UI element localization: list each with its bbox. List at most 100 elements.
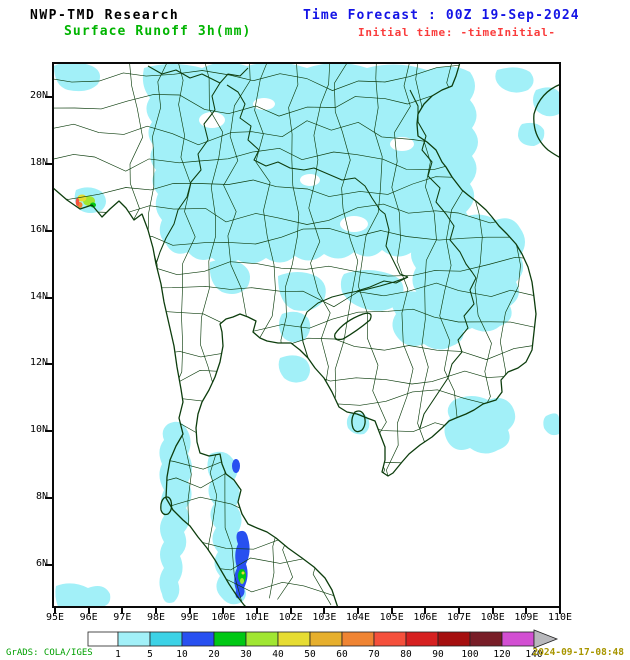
- runoff-patch: [533, 87, 559, 117]
- country-border: [147, 65, 221, 84]
- lon-tick: [323, 608, 326, 614]
- colorbar-tick-label: 70: [368, 649, 380, 660]
- lat-tick: [45, 363, 52, 366]
- lon-tick: [525, 608, 528, 614]
- lon-axis-label: 107E: [446, 612, 472, 623]
- colorbar-tick-label: 30: [240, 649, 252, 660]
- lat-axis-label: 10N: [29, 424, 48, 436]
- runoff-patch: [495, 67, 534, 93]
- runoff-patch: [55, 583, 111, 607]
- coastline: [533, 83, 562, 159]
- lat-tick: [45, 564, 52, 567]
- runoff-maximum-spot: [75, 198, 80, 206]
- colorbar-tick-label: 140: [525, 649, 542, 660]
- lat-axis-label: 14N: [29, 290, 48, 302]
- province-line: [52, 549, 536, 576]
- country-border: [226, 84, 409, 278]
- province-line: [52, 470, 536, 493]
- colorbar-tick-label: 40: [272, 649, 284, 660]
- lon-tick: [357, 608, 360, 614]
- lon-tick: [559, 608, 562, 614]
- lon-axis-label: 96E: [79, 612, 98, 623]
- runoff-patch: [543, 413, 559, 436]
- lon-tick: [390, 608, 393, 614]
- lon-tick: [424, 608, 427, 614]
- shade-gap: [199, 112, 225, 128]
- colorbar-segment: [245, 631, 279, 647]
- country-border: [356, 276, 409, 292]
- lon-tick: [289, 608, 292, 614]
- colorbar-tick-label: 50: [304, 649, 316, 660]
- colorbar-segment: [437, 631, 471, 647]
- lon-tick: [188, 608, 191, 614]
- variable-title: Surface Runoff 3h(mm): [64, 24, 252, 39]
- lat-tick: [45, 229, 52, 232]
- lat-axis-label: 6N: [35, 558, 48, 570]
- lon-axis-label: 109E: [514, 612, 539, 623]
- coastline: [51, 186, 248, 609]
- lon-axis-label: 104E: [345, 612, 371, 623]
- runoff-patch: [209, 259, 250, 294]
- province-line: [117, 62, 143, 601]
- colorbar-segment: [309, 631, 343, 647]
- province-line: [52, 524, 536, 551]
- lon-tick: [491, 608, 494, 614]
- runoff-maximum-spot: [241, 571, 245, 575]
- runoff-patch: [391, 291, 467, 350]
- colorbar-segment: [501, 631, 535, 647]
- country-border: [219, 67, 249, 84]
- lon-tick: [87, 608, 90, 614]
- colorbar-segment: [181, 631, 215, 647]
- lon-axis-label: 102E: [278, 612, 303, 623]
- forecast-time-label: Time Forecast : 00Z 19-Sep-2024: [303, 8, 580, 23]
- lon-axis-label: 103E: [312, 612, 337, 623]
- coastline: [195, 61, 537, 609]
- province-line: [52, 203, 536, 226]
- initial-time-label: Initial time: -timeInitial-: [358, 26, 556, 39]
- runoff-maximum-spot: [77, 194, 87, 202]
- lon-axis-label: 106E: [413, 612, 438, 623]
- colorbar-tick-label: 90: [432, 649, 444, 660]
- map-svg: [51, 61, 562, 609]
- colorbar-tick-label: 60: [336, 649, 348, 660]
- lon-axis-label: 95E: [45, 612, 65, 623]
- lat-tick: [45, 162, 52, 165]
- lat-tick: [45, 96, 52, 98]
- colorbar-segment: [149, 631, 183, 647]
- colorbar-segment: [469, 631, 503, 647]
- runoff-shading: [54, 62, 559, 607]
- colorbar-tick-label: 100: [461, 649, 478, 660]
- runoff-patch: [278, 355, 310, 383]
- province-line: [172, 62, 198, 606]
- colorbar-segment: [373, 631, 407, 647]
- research-title: NWP-TMD Research: [30, 8, 180, 23]
- runoff-patch: [518, 122, 545, 146]
- province-line: [200, 62, 223, 605]
- lon-tick: [222, 608, 225, 614]
- colorbar-segment: [117, 631, 151, 647]
- colorbar-segment: [277, 631, 311, 647]
- map-plot-area: [51, 61, 562, 609]
- colorbar-tick-label: 120: [493, 649, 510, 660]
- country-border: [155, 82, 221, 265]
- lat-axis-label: 12N: [29, 357, 48, 369]
- country-borders: [147, 65, 477, 429]
- lon-axis-label: 108E: [480, 612, 505, 623]
- lat-tick: [45, 497, 52, 500]
- coastline: [160, 496, 173, 516]
- lat-axis-label: 16N: [29, 223, 48, 235]
- colorbar-tick-label: 80: [400, 649, 412, 660]
- coastline: [334, 312, 372, 341]
- lat-tick: [45, 430, 52, 433]
- runoff-patch: [54, 62, 100, 92]
- lon-axis-label: 99E: [180, 612, 199, 623]
- lat-tick: [45, 296, 52, 299]
- colorbar-tick-label: 10: [176, 649, 188, 660]
- shade-gap: [340, 216, 368, 232]
- colorbar-tick-label: 20: [208, 649, 220, 660]
- lon-tick: [155, 608, 157, 614]
- runoff-maximum-spot: [90, 202, 96, 208]
- lon-axis-label: 97E: [113, 612, 132, 623]
- lon-tick: [54, 608, 56, 614]
